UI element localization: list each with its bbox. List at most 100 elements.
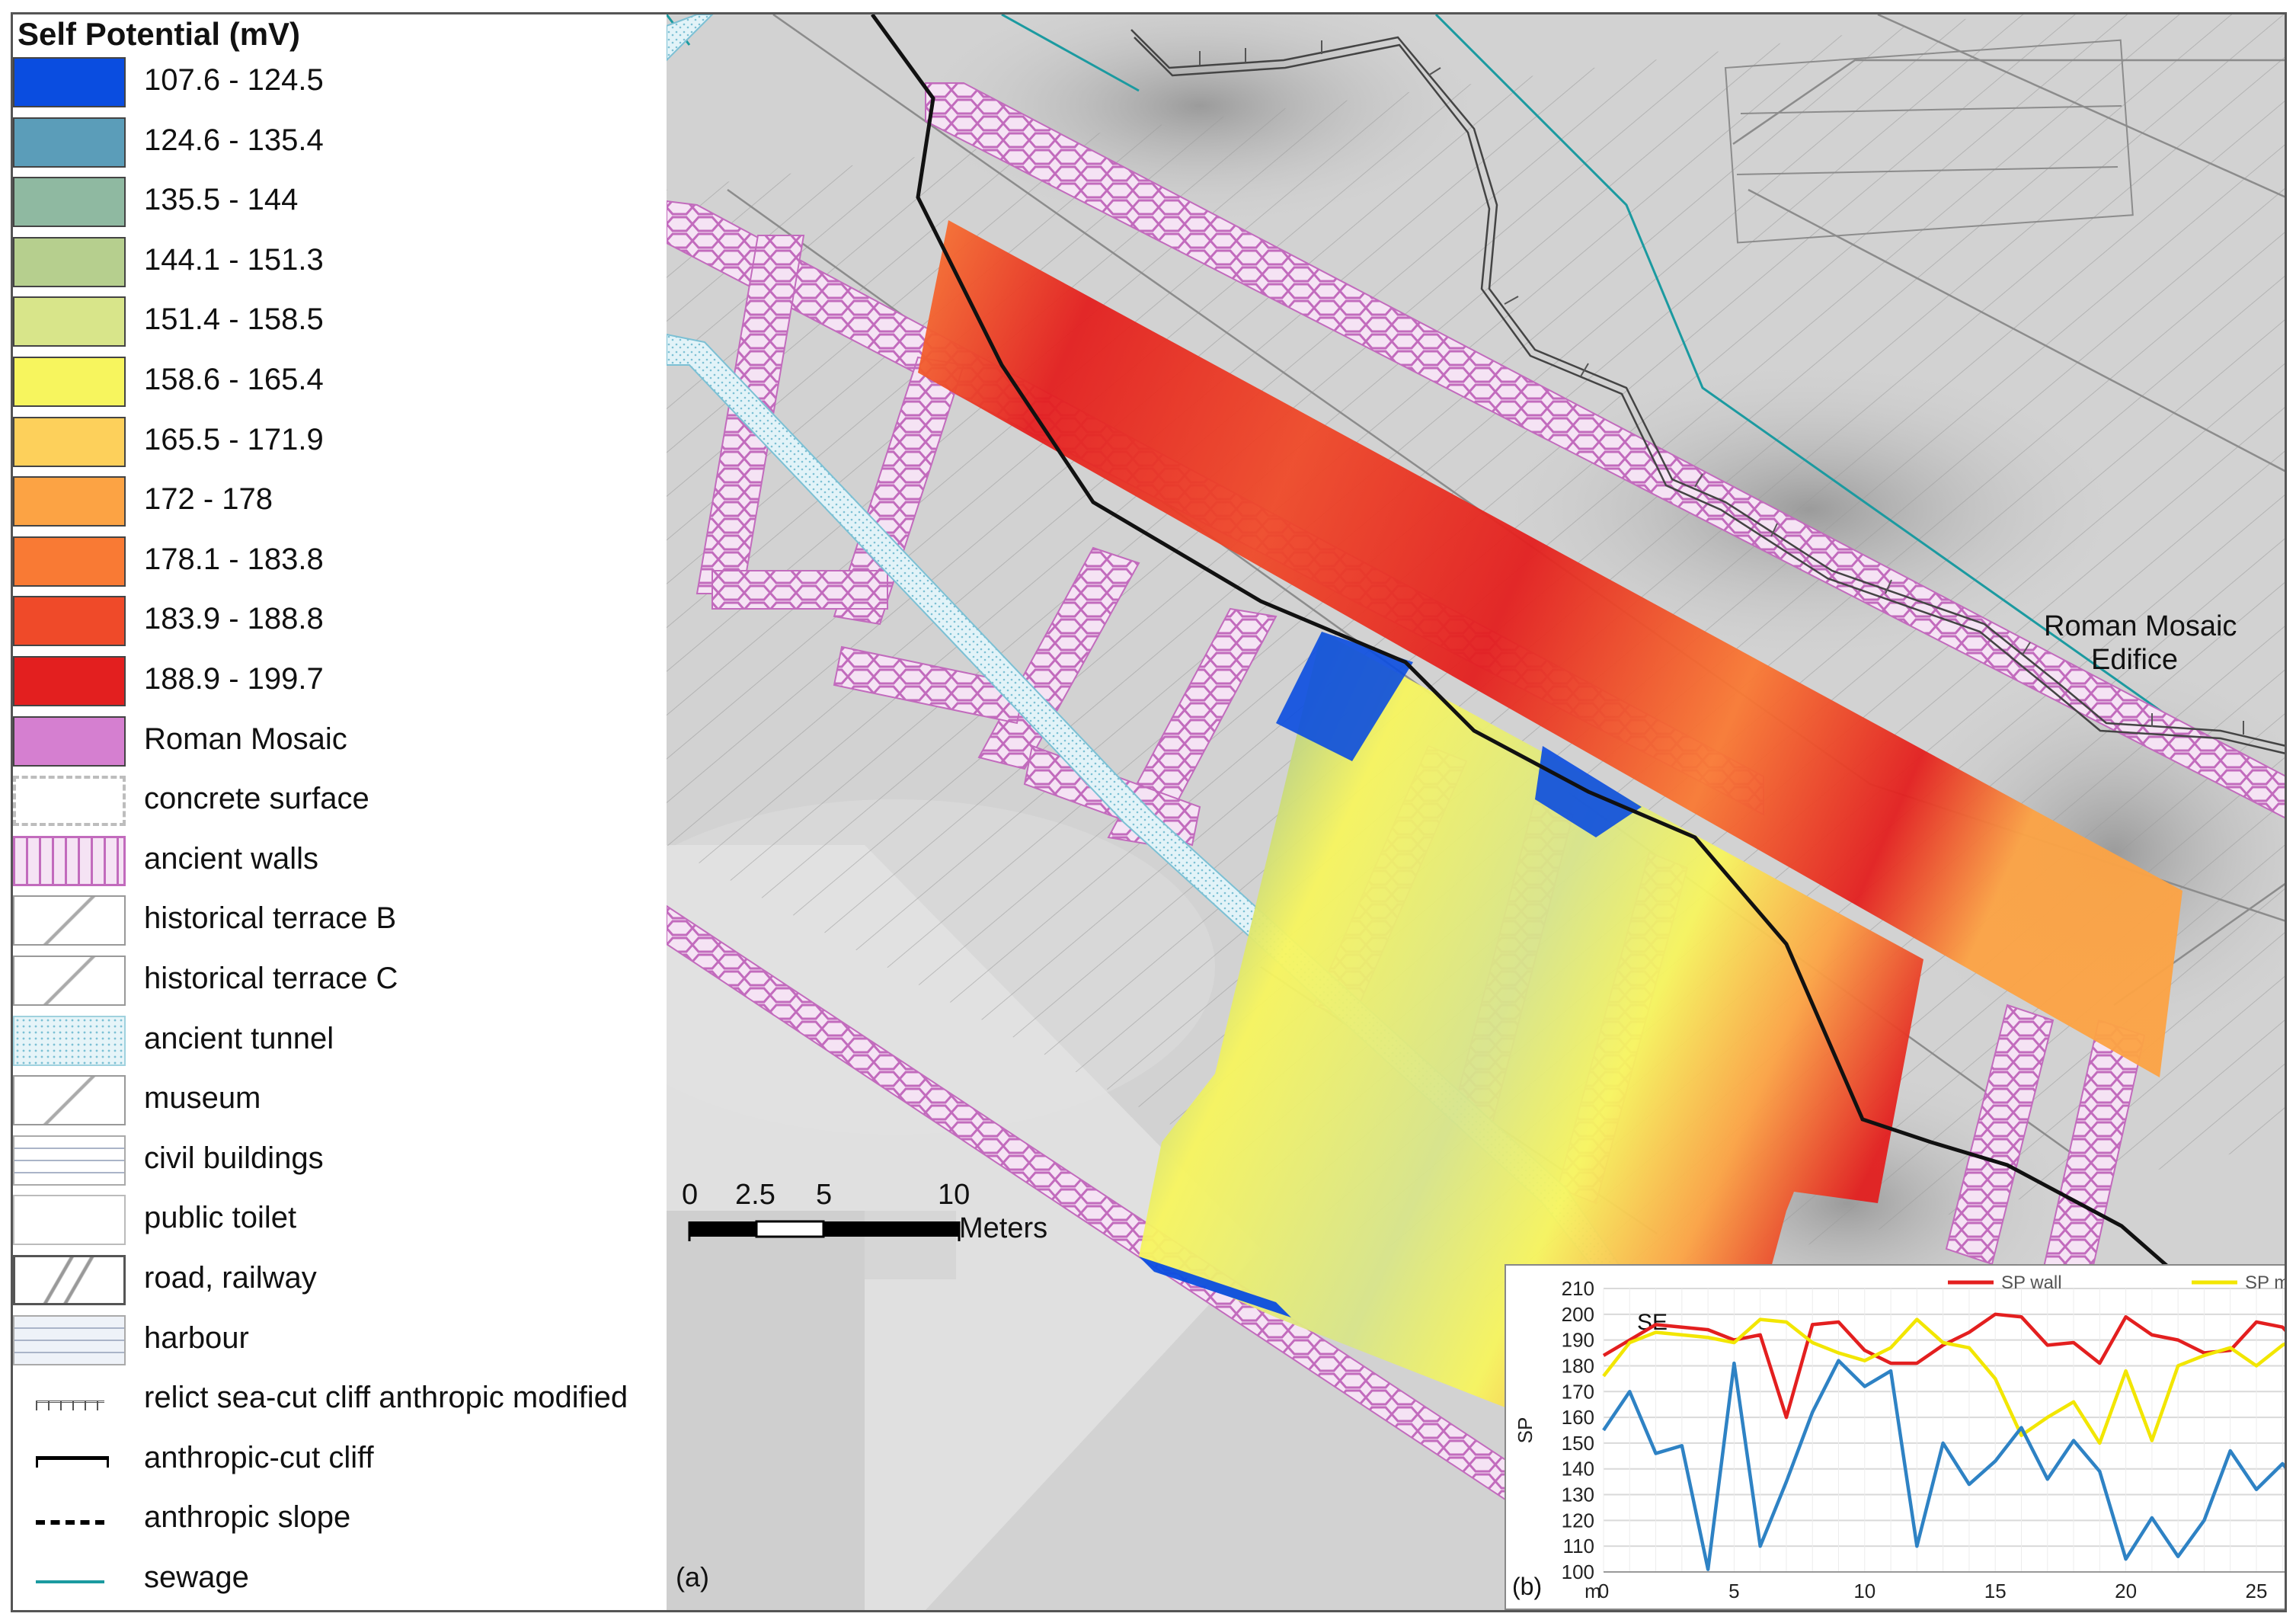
scale-tick-0: 0	[682, 1179, 699, 1211]
legend-swatch-road-railway	[13, 1255, 126, 1305]
legend-swatch-range-6	[13, 357, 126, 407]
legend-item-range-7: 165.5 - 171.9	[13, 415, 667, 470]
x-tick-label-0: 0	[1598, 1580, 1609, 1602]
legend-label-ancient-walls: ancient walls	[144, 841, 319, 876]
legend-label-concrete-surface: concrete surface	[144, 782, 369, 816]
x-tick-label-5: 5	[1728, 1580, 1739, 1602]
legend-line-anthropic-slope	[36, 1520, 104, 1525]
legend-item-historical-terrace-b: historical terrace B	[13, 894, 667, 949]
legend-item-civil-buildings: civil buildings	[13, 1134, 667, 1189]
legend-label-relict-cliff: relict sea-cut cliff anthropic modified	[144, 1381, 628, 1415]
legend-item-roman-mosaic: Roman Mosaic	[13, 715, 667, 770]
legend-item-road-railway: road, railway	[13, 1253, 667, 1308]
legend-label-road-railway: road, railway	[144, 1261, 317, 1295]
figure-frame: Self Potential (mV) 107.6 - 124.5 124.6 -…	[11, 12, 2287, 1612]
y-axis-label: SP	[1514, 1417, 1537, 1444]
legend-item-range-10: 183.9 - 188.8	[13, 594, 667, 649]
legend-item-public-toilet: public toilet	[13, 1193, 667, 1248]
panel-a-label: (a)	[676, 1561, 709, 1593]
legend-panel: Self Potential (mV) 107.6 - 124.5 124.6 -…	[13, 14, 667, 1610]
legend-label-civil-buildings: civil buildings	[144, 1141, 324, 1175]
legend-label-range-5: 151.4 - 158.5	[144, 303, 324, 337]
legend-swatch-anthropic-slope	[13, 1494, 126, 1545]
series-line-sp-exterior	[1602, 1359, 2285, 1571]
scale-tick-5: 5	[816, 1179, 833, 1211]
legend-line-sewage	[36, 1580, 104, 1583]
legend-line-anthropic-cut-cliff	[36, 1455, 109, 1468]
legend-line-relict-cliff	[36, 1401, 104, 1411]
legend-swatch-range-10	[13, 596, 126, 647]
y-tick-label-200: 200	[1562, 1303, 1594, 1326]
legend-label-range-8: 172 - 178	[144, 482, 273, 517]
legend-item-range-9: 178.1 - 183.8	[13, 535, 667, 590]
legend-item-anthropic-cut-cliff: anthropic-cut cliff	[13, 1433, 667, 1488]
y-tick-label-130: 130	[1562, 1484, 1594, 1506]
legend-label-anthropic-cut-cliff: anthropic-cut cliff	[144, 1440, 374, 1474]
y-tick-label-100: 100	[1562, 1561, 1594, 1583]
y-tick-label-140: 140	[1562, 1458, 1594, 1481]
legend-swatch-public-toilet	[13, 1195, 126, 1246]
panel-b-label: (b)	[1512, 1573, 1542, 1600]
series-line-sp-wall	[1602, 1312, 2285, 1420]
scale-tick-10: 10	[938, 1179, 971, 1211]
legend-item-historical-terrace-c: historical terrace C	[13, 954, 667, 1009]
legend-item-range-8: 172 - 178	[13, 475, 667, 530]
scale-unit: Meters	[959, 1212, 1048, 1244]
edifice-label-line-1: Roman Mosaic	[2044, 610, 2237, 642]
legend-item-ancient-tunnel: ancient tunnel	[13, 1014, 667, 1069]
legend-label-ancient-tunnel: ancient tunnel	[144, 1021, 334, 1055]
legend-label-range-3: 135.5 - 144	[144, 183, 299, 217]
legend-item-concrete-surface: concrete surface	[13, 774, 667, 829]
legend-swatch-relict-cliff	[13, 1375, 126, 1425]
legend-swatch-range-1	[13, 57, 126, 107]
legend-item-range-4: 144.1 - 151.3	[13, 235, 667, 290]
legend-item-ancient-walls: ancient walls	[13, 834, 667, 889]
y-tick-label-170: 170	[1562, 1380, 1594, 1403]
legend-swatch-anthropic-cut-cliff	[13, 1435, 126, 1485]
legend-item-harbour: harbour	[13, 1314, 667, 1369]
profile-chart: 100 110 120 130 140 150 160 170 180 190 200 210 0 5 10…	[1505, 1264, 2286, 1610]
legend-swatch-range-7	[13, 416, 126, 467]
legend-label-historical-terrace-c: historical terrace C	[144, 962, 398, 995]
legend-swatch-sewage	[13, 1554, 126, 1605]
legend-swatch-historical-terrace-b	[13, 895, 126, 946]
legend-swatch-range-8	[13, 476, 126, 527]
legend-swatch-range-3	[13, 177, 126, 228]
legend-swatch-ancient-walls	[13, 835, 126, 886]
legend-label-anthropic-slope: anthropic slope	[144, 1500, 351, 1535]
legend-swatch-museum	[13, 1075, 126, 1126]
y-tick-label-210: 210	[1562, 1277, 1594, 1300]
legend-item-sewage: sewage	[13, 1553, 667, 1608]
legend-entry-sp-middle: SP middle	[2245, 1272, 2286, 1293]
legend-label-range-9: 178.1 - 183.8	[144, 542, 324, 576]
legend-swatch-range-2	[13, 117, 126, 168]
legend-item-range-6: 158.6 - 165.4	[13, 355, 667, 410]
legend-swatch-range-5	[13, 296, 126, 347]
y-tick-label-160: 160	[1562, 1406, 1594, 1429]
legend-label-range-4: 144.1 - 151.3	[144, 242, 324, 277]
legend-label-range-10: 183.9 - 188.8	[144, 602, 324, 636]
legend-swatch-range-4	[13, 236, 126, 287]
x-axis-label: m	[1584, 1580, 1601, 1602]
legend-item-museum: museum	[13, 1074, 667, 1128]
map-panel: Roman Mosaic Edifice 0 2.5 5 10 Meters (…	[667, 14, 2286, 1610]
edifice-label-line-2: Edifice	[2091, 644, 2179, 676]
scale-bar	[688, 1220, 961, 1241]
legend-swatch-harbour	[13, 1314, 126, 1365]
x-tick-label-25: 25	[2246, 1580, 2268, 1602]
legend-item-range-1: 107.6 - 124.5	[13, 56, 667, 110]
legend-item-relict-cliff: relict sea-cut cliff anthropic modified	[13, 1373, 667, 1428]
legend-label-public-toilet: public toilet	[144, 1201, 297, 1235]
legend-label-range-2: 124.6 - 135.4	[144, 123, 324, 157]
y-tick-label-120: 120	[1562, 1509, 1594, 1532]
legend-label-range-6: 158.6 - 165.4	[144, 363, 324, 396]
legend-item-range-2: 124.6 - 135.4	[13, 116, 667, 171]
legend-label-range-7: 165.5 - 171.9	[144, 422, 324, 456]
legend-entry-sp-wall: SP wall	[2001, 1272, 2062, 1293]
y-tick-label-110: 110	[1563, 1535, 1594, 1557]
legend-item-range-3: 135.5 - 144	[13, 175, 667, 230]
legend-label-roman-mosaic: Roman Mosaic	[144, 722, 347, 756]
legend-label-sewage: sewage	[144, 1561, 249, 1594]
y-tick-label-190: 190	[1562, 1329, 1594, 1352]
